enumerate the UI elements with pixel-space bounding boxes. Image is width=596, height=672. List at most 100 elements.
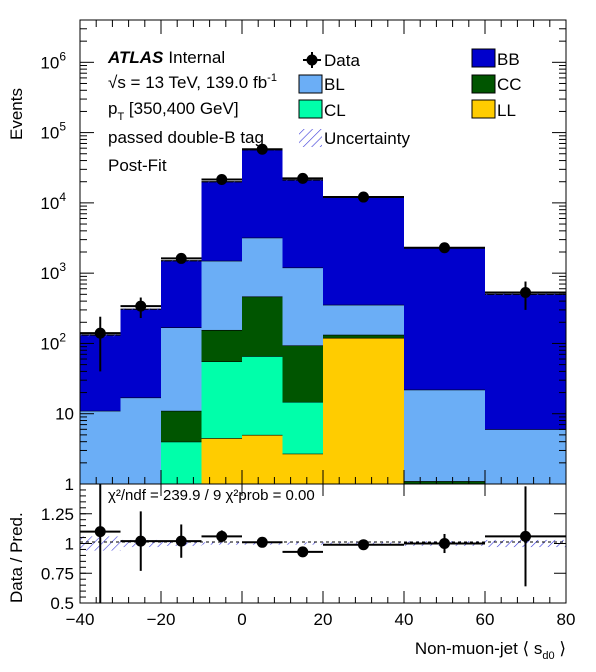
bar-ll-bin-3 — [201, 438, 242, 484]
ratio-panel: 0.5 0.75 1 1.25 −40 −20 0 20 40 60 80 — [41, 483, 576, 629]
main-ytick-label-6: 106 — [40, 49, 66, 72]
ratio-ytick-label-3: 1.25 — [41, 505, 74, 524]
bar-cc-bin-5 — [282, 345, 323, 402]
xtick-label-5: 60 — [476, 610, 495, 629]
pt-subscript: T — [117, 111, 124, 123]
bar-bl-bin-2 — [161, 327, 202, 411]
xtick-label-1: −20 — [147, 610, 176, 629]
bar-cl-bin-5 — [282, 401, 323, 454]
bar-bb-bin-4 — [242, 149, 283, 238]
bar-bl-bin-3 — [201, 260, 242, 330]
main-ytick-label-4: 104 — [40, 190, 66, 213]
x-axis: −40 −20 0 20 40 60 80 — [66, 484, 576, 629]
legend-ll-label: LL — [497, 101, 516, 120]
energy-lumi-label: √s = 13 TeV, 139.0 fb-1 — [108, 72, 277, 92]
data-points — [80, 143, 566, 372]
data-point-3 — [216, 174, 228, 186]
bar-bl-bin-0 — [80, 410, 121, 484]
legend-cl-label: CL — [324, 101, 346, 120]
legend-bb-swatch — [471, 48, 496, 68]
pt-range-label: pT [350,400 GeV] — [108, 99, 239, 123]
bar-ll-bin-5 — [282, 453, 323, 484]
xtick-label-3: 20 — [314, 610, 333, 629]
bar-bl-bin-6 — [323, 304, 404, 335]
ratio-ytick-label-2: 1 — [65, 535, 74, 554]
main-ytick-exponent-4: 4 — [59, 190, 66, 204]
bar-cl-bin-2 — [161, 441, 202, 484]
legend-data-label: Data — [324, 51, 360, 70]
ratio-point-7 — [439, 538, 450, 549]
legend-bb: BB — [471, 48, 520, 69]
tag-label: passed double-B tag — [108, 128, 264, 147]
atlas-label-status: Internal — [168, 48, 225, 67]
bar-bb-bin-1 — [120, 309, 161, 398]
ratio-ytick-label-0: 0.5 — [50, 594, 74, 613]
ratio-point-0 — [94, 526, 106, 538]
main-ytick-label-5: 105 — [40, 120, 66, 143]
main-ytick-label-0: 1 — [65, 475, 74, 494]
main-ytick-exponent-3: 3 — [59, 260, 66, 274]
legend-cc-swatch — [471, 74, 496, 94]
bar-bb-bin-2 — [161, 260, 202, 328]
bar-ll-bin-6 — [323, 337, 404, 484]
ratio-point-2 — [175, 535, 187, 547]
ratio-uncertainty-bin-3 — [201, 542, 242, 545]
bar-cc-bin-3 — [201, 329, 242, 362]
bar-cl-bin-3 — [201, 361, 242, 439]
ratio-y-axis-title: Data / Pred. — [7, 512, 26, 603]
data-point-5 — [297, 172, 309, 184]
pt-symbol: p — [108, 99, 117, 118]
bar-bl-bin-8 — [485, 429, 566, 484]
bar-bb-bin-6 — [323, 197, 404, 305]
ratio-point-6 — [358, 539, 369, 551]
legend-uncertainty: Uncertainty — [299, 129, 410, 148]
energy-lumi-text: √s = 13 TeV, 139.0 fb — [108, 73, 267, 92]
x-axis-title-main: Non-muon-jet ⟨ s — [415, 639, 543, 658]
legend-cl: CL — [298, 99, 346, 120]
legend-cc: CC — [471, 74, 522, 94]
lumi-unit-sup: -1 — [267, 72, 277, 84]
bar-bb-bin-5 — [282, 180, 323, 268]
data-point-2 — [175, 252, 187, 264]
data-point-4 — [256, 143, 268, 155]
ratio-ytick-label-1: 0.75 — [41, 564, 74, 583]
legend-ll-swatch — [471, 99, 496, 119]
pt-range-text: [350,400 GeV] — [124, 99, 238, 118]
ratio-point-4 — [256, 536, 268, 548]
main-x-ticks — [79, 20, 567, 484]
main-y-axis-title: Events — [7, 88, 26, 140]
bar-cl-bin-4 — [242, 356, 283, 435]
legend-cl-swatch — [298, 99, 323, 119]
bar-bb-bin-8 — [485, 294, 566, 430]
legend-uncertainty-swatch — [299, 129, 322, 147]
postfit-label: Post-Fit — [108, 156, 167, 175]
legend-bb-label: BB — [497, 50, 520, 69]
x-axis-title: Non-muon-jet ⟨ sd0 ⟩ — [415, 639, 566, 662]
legend-data-marker — [306, 54, 318, 66]
xtick-label-0: −40 — [66, 610, 95, 629]
ratio-uncertainty-bin-5 — [282, 542, 323, 545]
data-point-7 — [439, 242, 450, 254]
main-ytick-exponent-6: 6 — [59, 49, 66, 63]
bar-bl-bin-1 — [120, 397, 161, 484]
stacked-histogram — [80, 149, 566, 484]
bar-cc-bin-4 — [242, 296, 283, 357]
atlas-label-bold: ATLAS — [107, 48, 164, 67]
main-ytick-exponent-5: 5 — [59, 120, 66, 134]
main-ytick-label-1: 10 — [55, 405, 74, 424]
xtick-label-6: 80 — [557, 610, 576, 629]
data-point-6 — [358, 191, 369, 203]
ratio-chi2-label: χ²/ndf = 239.9 / 9 χ²prob = 0.00 — [108, 487, 315, 504]
x-axis-title-sub: d0 — [542, 650, 554, 662]
main-ytick-exponent-2: 2 — [59, 330, 66, 344]
data-point-0 — [94, 327, 106, 339]
bar-ll-bin-4 — [242, 434, 283, 484]
bar-bl-bin-5 — [282, 267, 323, 346]
x-axis-title-end: ⟩ — [555, 639, 566, 658]
bar-bl-bin-4 — [242, 237, 283, 297]
ratio-point-5 — [297, 546, 309, 558]
ratio-point-1 — [135, 535, 147, 547]
legend-uncertainty-label: Uncertainty — [324, 129, 410, 148]
xtick-label-2: 0 — [237, 610, 246, 629]
